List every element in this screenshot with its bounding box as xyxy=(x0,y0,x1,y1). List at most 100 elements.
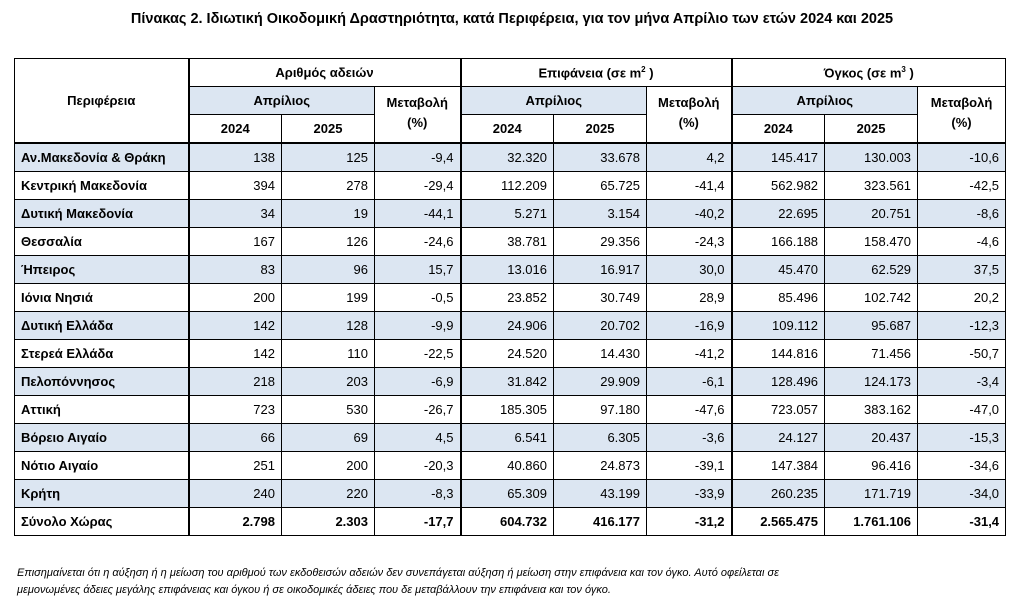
value-cell-ach: 30,0 xyxy=(645,255,733,284)
table-row: Νότιο Αιγαίο 251 200 -20,3 40.860 24.873 -39,1… xyxy=(14,451,1007,480)
footnote: Επισημαίνεται ότι η αύξηση ή η μείωση το… xyxy=(17,565,1007,599)
value-cell-v25: 20.437 xyxy=(824,423,919,452)
region-cell: Πελοπόννησος xyxy=(14,367,189,396)
value-cell-v24: 22.695 xyxy=(730,199,826,228)
value-cell-ach: -40,2 xyxy=(645,199,733,228)
value-cell-p24: 138 xyxy=(187,142,282,172)
footnote-line: Επισημαίνεται ότι η αύξηση ή η μείωση το… xyxy=(17,567,779,579)
value-cell-v25: 1.761.106 xyxy=(824,507,919,536)
value-cell-v25: 158.470 xyxy=(824,227,919,256)
value-cell-ach: -24,3 xyxy=(645,227,733,256)
value-cell-vch: -4,6 xyxy=(917,227,1007,256)
header-year-2024: 2024 xyxy=(459,114,554,144)
value-cell-a25: 65.725 xyxy=(553,171,647,200)
value-cell-p24: 723 xyxy=(187,395,282,424)
header-permits: Αριθμός αδειών xyxy=(187,58,461,87)
value-cell-a25: 33.678 xyxy=(553,142,647,172)
value-cell-vch: -3,4 xyxy=(917,367,1007,396)
value-cell-ach: -16,9 xyxy=(645,311,733,340)
value-cell-vch: -12,3 xyxy=(917,311,1007,340)
region-cell: Νότιο Αιγαίο xyxy=(14,451,189,480)
value-cell-vch: -47,0 xyxy=(917,395,1007,424)
total-row: Σύνολο Χώρας 2.798 2.303 -17,7 604.732 416.17… xyxy=(14,507,1007,536)
value-cell-a25: 20.702 xyxy=(553,311,647,340)
value-cell-a24: 24.906 xyxy=(459,311,554,340)
value-cell-v24: 723.057 xyxy=(730,395,826,424)
value-cell-p24: 251 xyxy=(187,451,282,480)
table-row: Βόρειο Αιγαίο 66 69 4,5 6.541 6.305 -3,6 24.127… xyxy=(14,423,1007,452)
value-cell-v24: 562.982 xyxy=(730,171,826,200)
value-cell-a25: 29.356 xyxy=(553,227,647,256)
value-cell-pch: -26,7 xyxy=(374,395,461,424)
value-cell-a24: 38.781 xyxy=(459,227,554,256)
region-cell: Ήπειρος xyxy=(14,255,189,284)
header-area: Επιφάνεια (σε m2 ) xyxy=(459,58,733,87)
header-permits-change: Μεταβολή (%) xyxy=(374,86,461,144)
value-cell-a25: 416.177 xyxy=(553,507,647,536)
value-cell-pch: -44,1 xyxy=(374,199,461,228)
value-cell-pch: -6,9 xyxy=(374,367,461,396)
value-cell-v24: 45.470 xyxy=(730,255,826,284)
header-area-april: Απρίλιος xyxy=(459,86,647,115)
header-volume: Όγκος (σε m3 ) xyxy=(730,58,1007,87)
value-cell-a24: 112.209 xyxy=(459,171,554,200)
header-year-2025: 2025 xyxy=(824,114,919,144)
value-cell-a24: 13.016 xyxy=(459,255,554,284)
value-cell-p25: 126 xyxy=(281,227,375,256)
value-cell-p24: 394 xyxy=(187,171,282,200)
value-cell-pch: -20,3 xyxy=(374,451,461,480)
value-cell-a24: 32.320 xyxy=(459,142,554,172)
region-cell: Αττική xyxy=(14,395,189,424)
value-cell-v25: 383.162 xyxy=(824,395,919,424)
value-cell-pch: -24,6 xyxy=(374,227,461,256)
table-body: Αν.Μακεδονία & Θράκη 138 125 -9,4 32.320 33.6… xyxy=(14,142,1007,536)
value-cell-p24: 2.798 xyxy=(187,507,282,536)
value-cell-v24: 85.496 xyxy=(730,283,826,312)
value-cell-p24: 240 xyxy=(187,479,282,508)
value-cell-a24: 185.305 xyxy=(459,395,554,424)
value-cell-p25: 220 xyxy=(281,479,375,508)
value-cell-a24: 31.842 xyxy=(459,367,554,396)
value-cell-a24: 23.852 xyxy=(459,283,554,312)
table-row: Αττική 723 530 -26,7 185.305 97.180 -47,6 723.0… xyxy=(14,395,1007,424)
value-cell-p25: 200 xyxy=(281,451,375,480)
value-cell-vch: -10,6 xyxy=(917,142,1007,172)
value-cell-p24: 167 xyxy=(187,227,282,256)
value-cell-a24: 604.732 xyxy=(459,507,554,536)
value-cell-pch: -22,5 xyxy=(374,339,461,368)
value-cell-pch: 4,5 xyxy=(374,423,461,452)
region-cell: Κεντρική Μακεδονία xyxy=(14,171,189,200)
value-cell-v24: 260.235 xyxy=(730,479,826,508)
value-cell-vch: -8,6 xyxy=(917,199,1007,228)
header-volume-change: Μεταβολή (%) xyxy=(917,86,1007,144)
value-cell-ach: -33,9 xyxy=(645,479,733,508)
region-cell: Σύνολο Χώρας xyxy=(14,507,189,536)
value-cell-v25: 102.742 xyxy=(824,283,919,312)
value-cell-ach: -47,6 xyxy=(645,395,733,424)
value-cell-a25: 43.199 xyxy=(553,479,647,508)
region-cell: Δυτική Ελλάδα xyxy=(14,311,189,340)
value-cell-p24: 83 xyxy=(187,255,282,284)
value-cell-p25: 19 xyxy=(281,199,375,228)
value-cell-vch: -42,5 xyxy=(917,171,1007,200)
region-cell: Ιόνια Νησιά xyxy=(14,283,189,312)
region-cell: Δυτική Μακεδονία xyxy=(14,199,189,228)
table-row: Δυτική Μακεδονία 34 19 -44,1 5.271 3.154 -40,2… xyxy=(14,199,1007,228)
value-cell-ach: 4,2 xyxy=(645,142,733,172)
value-cell-v24: 2.565.475 xyxy=(730,507,826,536)
value-cell-p24: 142 xyxy=(187,339,282,368)
value-cell-a24: 5.271 xyxy=(459,199,554,228)
value-cell-vch: 20,2 xyxy=(917,283,1007,312)
value-cell-v24: 145.417 xyxy=(730,142,826,172)
header-year-2024: 2024 xyxy=(730,114,826,144)
value-cell-pch: -17,7 xyxy=(374,507,461,536)
value-cell-ach: -31,2 xyxy=(645,507,733,536)
value-cell-a25: 16.917 xyxy=(553,255,647,284)
value-cell-a24: 65.309 xyxy=(459,479,554,508)
building-activity-table: Περιφέρεια Αριθμός αδειών Επιφάνεια (σε … xyxy=(14,58,1007,536)
header-year-2024: 2024 xyxy=(187,114,282,144)
value-cell-p25: 203 xyxy=(281,367,375,396)
value-cell-a25: 30.749 xyxy=(553,283,647,312)
value-cell-a25: 24.873 xyxy=(553,451,647,480)
value-cell-pch: -9,9 xyxy=(374,311,461,340)
